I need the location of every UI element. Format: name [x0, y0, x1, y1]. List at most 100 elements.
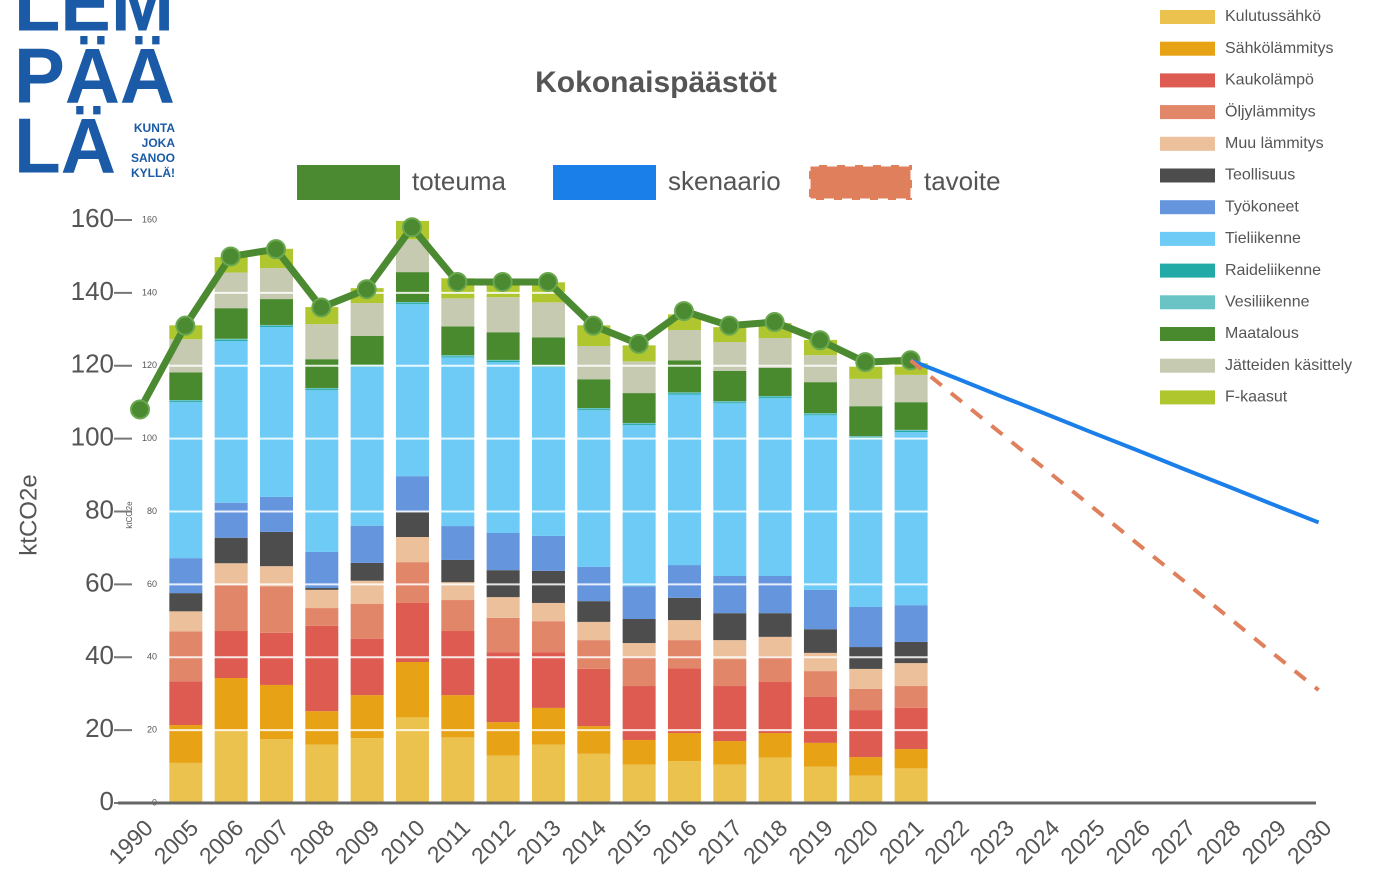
bar-segment: [713, 402, 747, 404]
y-tick-label: 160: [71, 203, 114, 233]
x-tick-label: 2024: [1010, 814, 1065, 869]
bar-segment: [441, 526, 475, 560]
bar-segment: [667, 393, 701, 395]
bar-segment: [531, 652, 565, 708]
bar-segment: [214, 631, 248, 679]
bar-segment: [849, 775, 883, 803]
bar-segment: [486, 532, 520, 571]
bar-segment: [758, 338, 792, 368]
bar-segment: [214, 308, 248, 339]
x-tick-label: 2009: [330, 814, 385, 869]
bar-segment: [713, 659, 747, 687]
legend-label: Sähkölämmitys: [1225, 40, 1333, 57]
legend-label: Kaukolämpö: [1225, 72, 1314, 89]
legend-swatch: [1160, 200, 1215, 215]
bar-segment: [894, 663, 928, 687]
bar-segment: [350, 695, 384, 739]
bar-segment: [758, 575, 792, 614]
logo-tagline: KYLLÄ!: [131, 165, 175, 180]
x-tick-label: 2005: [149, 814, 204, 869]
bar-segment: [713, 403, 747, 576]
bar-segment: [849, 438, 883, 607]
bar-segment: [713, 401, 747, 403]
bar-segment: [395, 301, 429, 304]
y-tick-label: 20: [85, 713, 114, 743]
bar-segment: [758, 682, 792, 734]
bar-segment: [531, 621, 565, 653]
bar-segment: [259, 324, 293, 327]
line-marker: [719, 315, 740, 336]
bar-segment: [803, 589, 837, 630]
y-tick-label: 80: [85, 494, 114, 524]
bar-segment: [531, 744, 565, 803]
bar-segment: [350, 366, 384, 526]
legend-label: Öljylämmitys: [1225, 102, 1316, 120]
bar-segment: [214, 563, 248, 586]
y-tick-label-small: 100: [142, 433, 157, 443]
line-marker: [175, 315, 196, 336]
x-tick-label: 2010: [375, 814, 430, 869]
legend-swatch: [1160, 390, 1215, 405]
bar-segment: [214, 502, 248, 538]
bar-segment: [849, 710, 883, 758]
line-marker: [356, 279, 377, 300]
bar-segment: [531, 707, 565, 745]
bar-segment: [531, 535, 565, 571]
bar-segment: [395, 562, 429, 603]
bar-segment: [577, 601, 611, 622]
x-tick-label: 2028: [1191, 814, 1246, 869]
bar-segment: [577, 753, 611, 803]
logo-word: PÄÄ: [14, 32, 175, 120]
line-marker: [809, 330, 830, 351]
bar-segment: [758, 733, 792, 758]
bar-segment: [486, 755, 520, 803]
y-tick-label: 140: [71, 276, 114, 306]
bar-segment: [849, 366, 883, 379]
bar-segment: [214, 339, 248, 341]
bar-segment: [758, 757, 792, 803]
bar-segment: [214, 537, 248, 564]
bar-segment: [395, 661, 429, 718]
x-tick-label: 1990: [103, 814, 158, 869]
bar-segment: [894, 429, 928, 431]
x-tick-label: 2006: [194, 814, 249, 869]
logo-tagline: KUNTA: [134, 121, 175, 135]
x-tick-label: 2022: [919, 814, 974, 869]
bar-segment: [305, 389, 339, 391]
bar-segment: [169, 402, 203, 559]
x-tick-label: 2015: [602, 814, 657, 869]
bar-segment: [667, 392, 701, 394]
bar-segment: [441, 737, 475, 803]
bar-segment: [441, 356, 475, 358]
legend-label: Tieliikenne: [1225, 230, 1301, 247]
bar-segment: [577, 410, 611, 567]
bar-segment: [531, 570, 565, 603]
logo-word: LÄ: [14, 102, 116, 190]
bar-segment: [214, 730, 248, 803]
y-tick-label: 100: [71, 422, 114, 452]
x-tick-label: 2021: [874, 814, 929, 869]
legend-label: Työkoneet: [1225, 198, 1299, 215]
bar-segment: [486, 617, 520, 653]
bar-segment: [622, 586, 656, 619]
legend-swatch: [1160, 263, 1215, 278]
bar-segment: [803, 652, 837, 672]
bar-segment: [894, 686, 928, 708]
x-tick-label: 2019: [783, 814, 838, 869]
bar-segment: [713, 764, 747, 803]
bar-segment: [395, 272, 429, 302]
bar-segment: [577, 408, 611, 410]
line: [909, 358, 1320, 525]
bar-segment: [803, 415, 837, 590]
bar-segment: [849, 406, 883, 437]
bar-segment: [622, 764, 656, 803]
legend-label: Kulutussähkö: [1225, 8, 1321, 25]
line-marker: [130, 399, 150, 420]
x-tick-label: 2029: [1237, 814, 1292, 869]
bar-segment: [350, 525, 384, 563]
bar-segment: [577, 640, 611, 669]
legend-label: Vesiliikenne: [1225, 294, 1310, 311]
bar-segment: [350, 580, 384, 604]
bar-segment: [169, 593, 203, 612]
bar-segment: [214, 338, 248, 340]
